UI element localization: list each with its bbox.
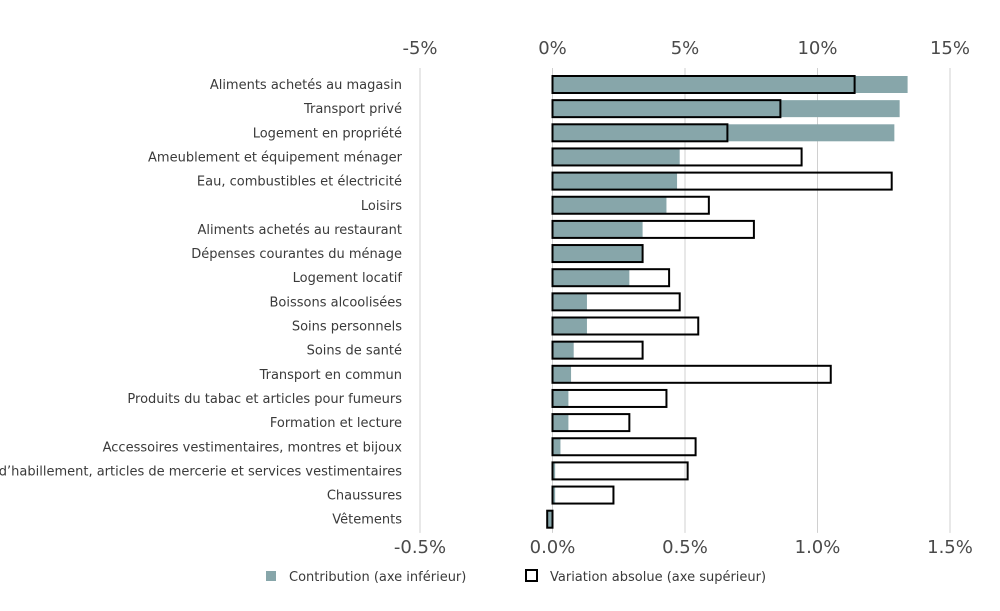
variation-bar-16 [551,461,689,481]
variation-series [546,75,893,529]
contribution-bar-18 [547,510,553,528]
variation-bar-15 [551,437,697,457]
legend-label-variation: Variation absolue (axe supérieur) [550,570,766,585]
variation-bar-3 [551,147,803,167]
bottom-tick-label-4: 1.5% [927,537,973,558]
contribution-bar-16 [552,462,556,480]
category-label-7: Dépenses courantes du ménage [191,247,402,262]
bottom-tick-label-0: -0.5% [394,537,446,558]
category-label-8: Logement locatif [293,271,403,286]
contribution-bar-13 [552,389,569,407]
top-axis: -5% 0% 5% 10% 15% [402,38,970,59]
contribution-bar-12 [552,365,572,383]
category-labels: Aliments achetés au magasin Transport pri… [0,78,403,528]
category-label-12: Transport en commun [259,368,402,383]
category-label-11: Soins de santé [307,344,402,359]
category-label-6: Aliments achetés au restaurant [198,223,403,238]
contribution-bar-1 [552,100,900,118]
category-label-1: Transport privé [303,102,402,117]
variation-bar-13 [551,388,668,408]
top-tick-label-1: 0% [538,38,567,59]
category-label-2: Logement en propriété [253,126,402,141]
legend-label-contribution: Contribution (axe inférieur) [289,570,466,585]
top-tick-label-0: -5% [402,38,437,59]
contribution-bar-7 [552,245,643,263]
contribution-bar-15 [552,438,561,456]
variation-bar-10 [551,316,700,336]
contribution-bar-4 [552,172,678,190]
bottom-tick-label-1: 0.0% [530,537,576,558]
variation-bar-6 [551,219,755,239]
category-label-3: Ameublement et équipement ménager [148,150,403,165]
contribution-bar-10 [552,317,587,335]
variation-bar-7 [551,244,644,264]
contribution-bar-5 [552,196,667,214]
top-tick-label-4: 15% [930,38,970,59]
legend-swatch-contribution [266,571,276,581]
legend-swatch-variation [525,569,538,582]
contribution-bar-0 [552,76,908,93]
variation-bar-5 [551,195,710,215]
contribution-bar-8 [552,269,630,287]
category-label-14: Formation et lecture [270,416,402,431]
variation-bar-2 [551,123,729,143]
bottom-axis: -0.5% 0.0% 0.5% 1.0% 1.5% [394,537,973,558]
contribution-bar-9 [552,293,587,311]
top-tick-label-3: 10% [797,38,837,59]
category-label-15: Accessoires vestimentaires, montres et b… [103,440,403,455]
category-label-16: Tissus d’habillement, articles de mercer… [0,464,402,479]
variation-bar-17 [551,485,615,505]
top-tick-label-2: 5% [671,38,700,59]
contribution-bar-3 [552,148,680,166]
bottom-tick-label-2: 0.5% [662,537,708,558]
contribution-bar-14 [552,414,569,432]
category-label-13: Produits du tabac et articles pour fumeu… [127,392,402,407]
contribution-bar-6 [552,220,643,238]
contribution-bar-2 [552,124,895,142]
variation-bar-14 [551,413,631,433]
contribution-bar-11 [552,341,574,359]
variation-bar-11 [551,340,644,360]
variation-bar-18 [546,509,554,529]
category-label-9: Boissons alcoolisées [269,295,402,310]
category-label-5: Loisirs [361,199,402,214]
category-label-18: Vêtements [332,513,402,528]
contribution-series [547,76,908,528]
category-label-17: Chaussures [327,489,402,504]
contribution-bar-17 [552,486,556,504]
variation-bar-12 [551,364,832,384]
variation-bar-4 [551,171,893,191]
variation-bar-0 [551,75,856,94]
variation-bar-8 [551,268,671,288]
variation-bar-1 [551,99,782,119]
category-label-4: Eau, combustibles et électricité [197,175,402,190]
variation-bar-9 [551,292,681,312]
bottom-tick-label-3: 1.0% [795,537,841,558]
category-label-0: Aliments achetés au magasin [210,78,402,93]
category-label-10: Soins personnels [292,320,402,335]
legend: Contribution (axe inférieur) Variation a… [266,569,766,585]
